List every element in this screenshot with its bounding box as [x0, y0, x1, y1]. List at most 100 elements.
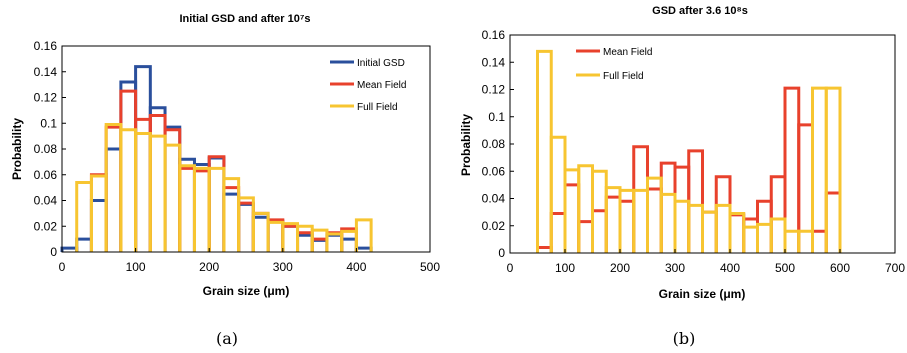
chart-a-bar-mean-field: [134, 117, 152, 252]
chart-b-x-tick-label: 400: [720, 261, 740, 275]
chart-a-bar-initial-gsd: [281, 224, 300, 252]
caption-b: (b): [673, 329, 696, 348]
chart-b-bar-mean-field: [783, 86, 801, 253]
chart-a-title: Initial GSD and after 10⁷s: [179, 13, 310, 25]
chart-a-bar-initial-gsd: [192, 162, 211, 252]
chart-a-bar-full-field: [237, 196, 255, 252]
chart-a-y-tick-label: 0.16: [34, 39, 58, 53]
chart-a-x-tick-label: 300: [273, 260, 293, 274]
chart-a-y-tick-label: 0.02: [34, 219, 58, 233]
chart-a-bar-mean-field: [119, 89, 138, 252]
chart-b-bar-mean-field: [673, 165, 691, 253]
chart-a-bars: [60, 65, 373, 252]
chart-a-bar-initial-gsd: [354, 246, 373, 252]
chart-b-bar-mean-field: [701, 210, 718, 253]
chart-a-bar-initial-gsd: [148, 106, 167, 252]
chart-a-bar-full-field: [134, 132, 152, 252]
chart-a-legend-label: Full Field: [357, 102, 398, 113]
chart-b-y-tick-label: 0.04: [482, 192, 506, 206]
chart-a-bar-full-field: [119, 128, 138, 252]
chart-b-bar-mean-field: [769, 175, 787, 253]
chart-a-bar-full-field: [354, 218, 373, 252]
chart-a-bar-initial-gsd: [251, 215, 270, 252]
chart-b-bar-mean-field: [591, 209, 608, 253]
chart-b-legend-label: Mean Field: [603, 47, 652, 58]
chart-a-bar-initial-gsd: [119, 80, 138, 252]
chart-b-bar-mean-field: [604, 195, 622, 253]
chart-b-bar-full-field: [563, 168, 581, 253]
chart-a-bar-mean-field: [207, 155, 226, 252]
chart-b-bar-full-field: [783, 229, 801, 253]
chart-b-y-tick-label: 0.08: [482, 137, 506, 151]
chart-b-x-tick-label: 300: [665, 261, 685, 275]
chart-a-ylabel: Probability: [10, 118, 24, 180]
chart-b-xlabel: Grain size (μm): [659, 287, 746, 301]
chart-a-x-tick-label: 0: [59, 260, 66, 274]
chart-a-bar-full-field: [340, 229, 358, 252]
chart-b-bar-mean-field: [824, 191, 842, 253]
chart-b-y-tick-label: 0: [498, 246, 505, 260]
chart-a-bar-mean-field: [89, 173, 108, 252]
chart-b-bar-mean-field: [563, 183, 581, 253]
chart-a-bar-full-field: [192, 166, 211, 252]
chart-b-bar-mean-field: [618, 199, 636, 253]
chart-b-bar-full-field: [536, 49, 553, 253]
chart-a-legend-label: Initial GSD: [357, 58, 405, 69]
chart-b-bar-mean-field: [811, 229, 828, 253]
chart-a-bar-full-field: [222, 177, 241, 252]
chart-a-bar-mean-field: [251, 211, 270, 252]
chart-b-x-tick-label: 100: [555, 261, 575, 275]
chart-b-bar-mean-field: [797, 123, 814, 253]
chart-b-bar-mean-field: [646, 187, 663, 253]
chart-a-bar-initial-gsd: [222, 192, 241, 252]
chart-a-bar-initial-gsd: [310, 238, 329, 252]
chart-b-bar-mean-field: [536, 246, 553, 253]
chart-a-bar-initial-gsd: [178, 157, 196, 252]
chart-a-bar-initial-gsd: [75, 237, 93, 252]
chart-a-bar-initial-gsd: [296, 233, 314, 252]
chart-b-bar-mean-field: [714, 175, 732, 253]
chart-b-y-tick-label: 0.02: [482, 219, 506, 233]
chart-b-bar-full-field: [659, 192, 677, 253]
chart-b-bar-mean-field: [632, 145, 649, 253]
chart-a-bar-full-field: [104, 123, 123, 252]
chart-a-bar-full-field: [251, 211, 270, 252]
chart-a-bar-initial-gsd: [60, 246, 79, 252]
chart-b-ticks: 0 100 200 300 400 500 600 700 0 0.02 0.04 0.06 0.08 0…: [482, 28, 906, 275]
chart-b-bar-mean-field: [549, 211, 567, 253]
chart-b-x-tick-label: 200: [610, 261, 630, 275]
chart-b-y-tick-label: 0.16: [482, 28, 506, 42]
chart-b-bar-full-field: [756, 222, 773, 253]
chart-b-bar-full-field: [714, 203, 732, 253]
chart-a-bar-full-field: [207, 166, 226, 252]
chart-b-y-tick-label: 0.12: [482, 83, 506, 97]
chart-b-y-tick-label: 0.14: [482, 55, 506, 69]
chart-a-bar-full-field: [89, 174, 108, 252]
chart-a-bar-initial-gsd: [325, 233, 344, 252]
chart-a-bar-mean-field: [192, 169, 211, 252]
chart-a-bar-initial-gsd: [134, 65, 152, 252]
chart-a-y-tick-label: 0: [50, 245, 57, 259]
chart-a-bar-full-field: [163, 143, 182, 252]
chart-a-bar-initial-gsd: [104, 147, 123, 252]
chart-b-bar-full-field: [673, 199, 691, 253]
chart-b-x-tick-label: 600: [830, 261, 850, 275]
chart-b-bar-full-field: [632, 188, 649, 253]
chart-b-bar-full-field: [701, 210, 718, 253]
chart-a-bar-initial-gsd: [340, 237, 358, 252]
chart-b-bar-full-field: [824, 86, 842, 253]
chart-b-bar-full-field: [687, 203, 704, 253]
chart-a-bar-mean-field: [237, 201, 255, 252]
chart-a-bar-full-field: [296, 224, 314, 252]
chart-a-y-tick-label: 0.1: [40, 116, 57, 130]
chart-b-bar-full-field: [728, 211, 746, 253]
chart-a-bar-full-field: [75, 180, 93, 252]
chart-a-x-tick-label: 500: [420, 260, 440, 274]
chart-b-bar-mean-field: [756, 199, 773, 253]
chart-a-x-tick-label: 100: [126, 260, 146, 274]
chart-b-x-tick-label: 0: [507, 261, 514, 275]
chart-a-ticks: 0 100 200 300 400 500 0 0.02 0.04 0.06 0.08 0.1 0.12…: [34, 39, 441, 274]
chart-b-title: GSD after 3.6 10⁸s: [652, 5, 748, 17]
chart-b-ylabel: Probability: [459, 114, 473, 176]
